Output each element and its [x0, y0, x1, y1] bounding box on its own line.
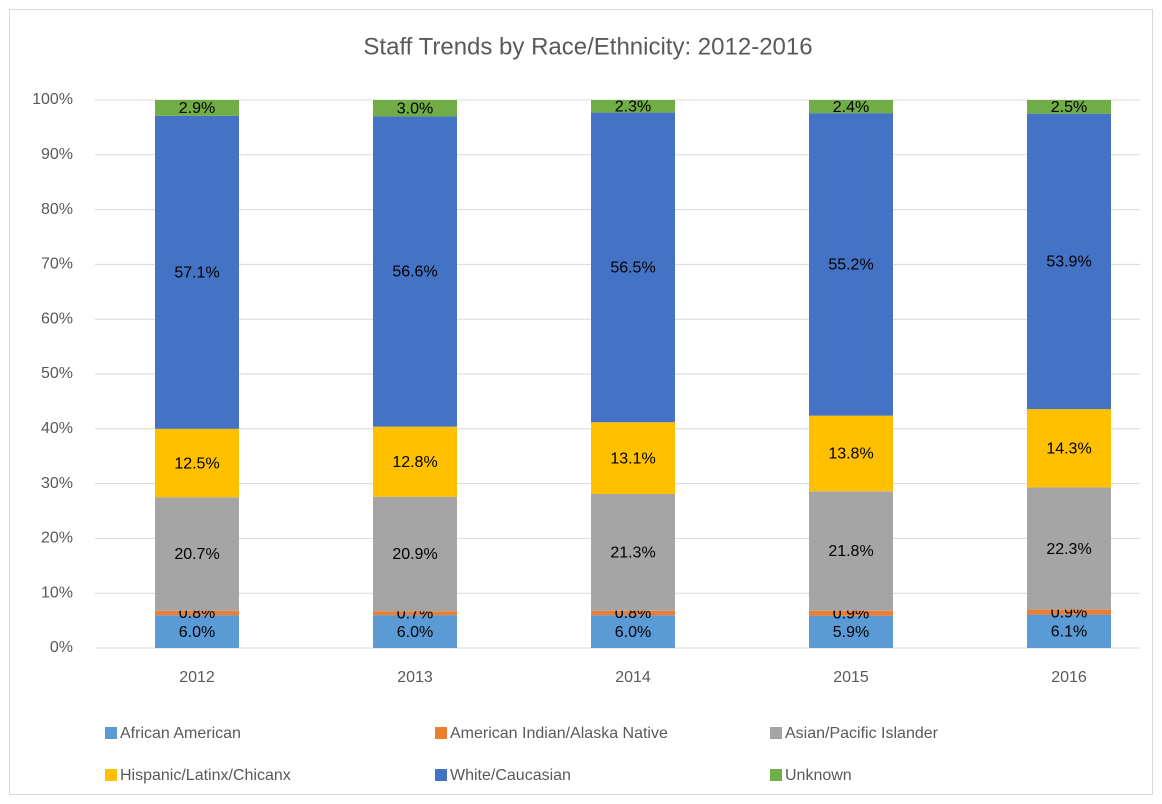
bar-segment	[155, 497, 239, 611]
y-tick-label: 70%	[41, 256, 73, 273]
data-label: 3.0%	[397, 100, 433, 117]
data-label: 6.1%	[1051, 624, 1087, 641]
data-label: 13.8%	[828, 446, 873, 463]
bar-segment	[1027, 609, 1111, 615]
x-tick-label: 2013	[397, 669, 433, 686]
y-tick-label: 10%	[41, 584, 73, 601]
bar-segment	[809, 491, 893, 611]
data-label: 2.5%	[1051, 99, 1087, 116]
y-tick-label: 60%	[41, 310, 73, 327]
legend-label: Unknown	[785, 767, 852, 784]
x-tick-label: 2016	[1051, 669, 1087, 686]
data-label: 2.3%	[615, 99, 651, 116]
y-tick-label: 0%	[50, 639, 73, 656]
legend-swatch	[105, 727, 117, 739]
data-label: 56.6%	[392, 264, 437, 281]
bar-segment	[1027, 614, 1111, 648]
bar-segment	[591, 610, 675, 616]
data-label: 20.9%	[392, 546, 437, 563]
bar-segment	[809, 415, 893, 492]
legend-label: American Indian/Alaska Native	[450, 725, 668, 742]
data-label: 21.3%	[610, 545, 655, 562]
data-label: 13.1%	[610, 450, 655, 467]
data-label: 55.2%	[828, 257, 873, 274]
y-tick-label: 20%	[41, 530, 73, 547]
bar-segment	[591, 615, 675, 648]
y-tick-label: 90%	[41, 146, 73, 163]
bar-segment	[1027, 487, 1111, 610]
legend-label: Asian/Pacific Islander	[785, 725, 939, 742]
data-label: 56.5%	[610, 260, 655, 277]
bar-segment	[591, 422, 675, 495]
legend-label: White/Caucasian	[450, 767, 571, 784]
bar-segment	[373, 426, 457, 497]
legend-swatch	[435, 769, 447, 781]
y-tick-label: 40%	[41, 420, 73, 437]
data-label: 20.7%	[174, 546, 219, 563]
data-label: 5.9%	[833, 624, 869, 641]
y-tick-label: 50%	[41, 365, 73, 382]
x-tick-label: 2015	[833, 669, 869, 686]
bar-segment	[809, 610, 893, 616]
data-label: 6.0%	[615, 624, 651, 641]
bar-segment	[1027, 113, 1111, 410]
data-label: 2.9%	[179, 100, 215, 117]
x-tick-label: 2012	[179, 669, 215, 686]
x-tick-label: 2014	[615, 669, 651, 686]
data-label: 14.3%	[1046, 440, 1091, 457]
chart-title: Staff Trends by Race/Ethnicity: 2012-201…	[363, 33, 812, 60]
y-tick-label: 100%	[32, 91, 73, 108]
bar-segment	[155, 615, 239, 648]
bar-segment	[1027, 100, 1111, 114]
bar-segment	[591, 112, 675, 423]
bar-segment	[373, 496, 457, 612]
legend-swatch	[770, 769, 782, 781]
legend-swatch	[105, 769, 117, 781]
bar-segment	[591, 494, 675, 611]
bar-segment	[155, 428, 239, 498]
bar-segment	[1027, 409, 1111, 488]
data-label: 21.8%	[828, 543, 873, 560]
bar-segment	[155, 610, 239, 616]
bar-segment	[373, 611, 457, 616]
data-label: 6.0%	[179, 624, 215, 641]
data-label: 22.3%	[1046, 541, 1091, 558]
data-label: 12.8%	[392, 454, 437, 471]
bar-segment	[809, 100, 893, 114]
bar-segment	[373, 100, 457, 117]
legend-swatch	[435, 727, 447, 739]
y-tick-label: 30%	[41, 475, 73, 492]
legend-label: Hispanic/Latinx/Chicanx	[120, 767, 291, 784]
data-label: 57.1%	[174, 265, 219, 282]
data-label: 12.5%	[174, 455, 219, 472]
y-tick-label: 80%	[41, 201, 73, 218]
bar-segment	[591, 100, 675, 113]
bar-segment	[373, 615, 457, 648]
legend-label: African American	[120, 725, 241, 742]
data-label: 6.0%	[397, 624, 433, 641]
data-label: 53.9%	[1046, 254, 1091, 271]
legend-swatch	[770, 727, 782, 739]
bar-segment	[373, 116, 457, 427]
bar-segment	[155, 115, 239, 429]
bar-segment	[155, 100, 239, 116]
bar-segment	[809, 615, 893, 648]
data-label: 2.4%	[833, 99, 869, 116]
bar-segment	[809, 113, 893, 416]
